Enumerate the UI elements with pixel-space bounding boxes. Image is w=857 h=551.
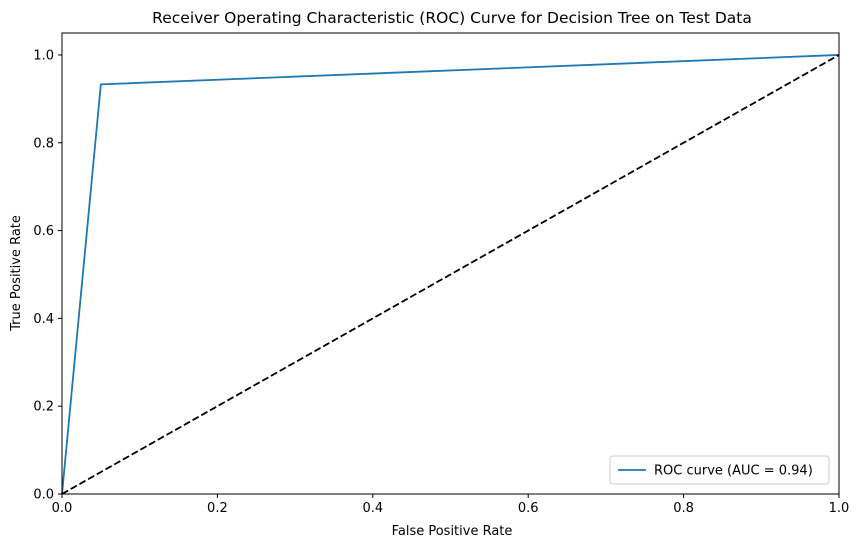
y-tick-label: 0.4 [33,312,54,327]
y-axis-label: True Positive Rate [9,215,24,332]
x-tick-label: 1.0 [829,501,850,516]
chart-title: Receiver Operating Characteristic (ROC) … [152,9,752,27]
y-tick-label: 0.6 [33,224,54,239]
plot-frame [61,32,840,495]
x-axis-label: False Positive Rate [392,524,513,539]
y-tick-label: 0.2 [33,400,54,415]
y-tick-label: 0.8 [33,136,54,151]
x-tick-label: 0.2 [207,501,228,516]
y-tick-label: 1.0 [33,48,54,63]
x-tick-label: 0.0 [52,501,73,516]
legend-label: ROC curve (AUC = 0.94) [654,464,813,479]
plot-area: 0.0 0.2 0.4 0.6 0.8 1.0 0.0 0.2 0.4 0.6 0.8 1.0 ROC … [33,32,850,516]
chance-diagonal-line [61,54,840,495]
roc-curve-line [61,54,840,495]
legend-box [609,455,830,485]
x-tick-label: 0.8 [673,501,694,516]
x-tick-label: 0.4 [362,501,383,516]
x-tick-label: 0.6 [518,501,539,516]
y-tick-label: 0.0 [33,488,54,503]
